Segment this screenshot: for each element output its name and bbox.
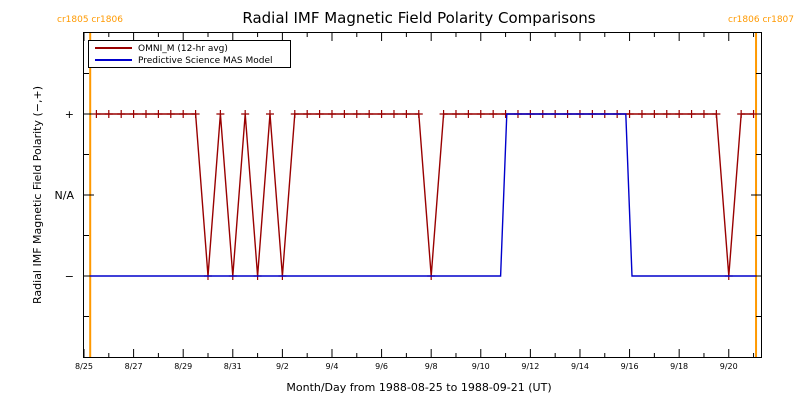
data-point [414, 110, 423, 118]
x-tick-label: 9/8 [425, 362, 438, 371]
x-tick-label: 8/25 [75, 362, 93, 371]
data-point [154, 110, 163, 118]
data-point [166, 110, 175, 118]
series-line-0 [96, 113, 754, 277]
data-point [117, 110, 126, 118]
data-point [712, 110, 721, 118]
carrington-label-right: cr1806 cr1807 [728, 15, 794, 25]
data-point [389, 110, 398, 118]
series-line-1 [90, 113, 756, 277]
plot-frame [83, 32, 762, 358]
y-axis-label: Radial IMF Magnetic Field Polarity (−,+) [31, 86, 44, 304]
chart-title: Radial IMF Magnetic Field Polarity Compa… [242, 9, 595, 27]
data-point [327, 110, 336, 118]
x-tick-label: 9/4 [326, 362, 339, 371]
x-tick-label: 8/31 [224, 362, 242, 371]
x-tick-label: 9/20 [720, 362, 738, 371]
data-point [662, 110, 671, 118]
data-point [365, 110, 374, 118]
data-point [290, 110, 299, 118]
x-tick-label: 9/10 [472, 362, 490, 371]
data-point [464, 110, 473, 118]
legend-box [88, 40, 291, 68]
data-point [104, 110, 113, 118]
data-point [451, 110, 460, 118]
x-tick-label: 9/6 [375, 362, 388, 371]
data-point [92, 110, 101, 118]
data-point [749, 110, 758, 118]
data-point [675, 110, 684, 118]
data-point [216, 110, 225, 118]
data-point [737, 110, 746, 118]
legend-label-mas: Predictive Science MAS Model [138, 56, 273, 66]
x-tick-label: 9/18 [670, 362, 688, 371]
data-point [179, 110, 188, 118]
legend: OMNI_M (12-hr avg) Predictive Science MA… [88, 40, 291, 68]
data-point [377, 110, 386, 118]
x-tick-label: 9/14 [571, 362, 589, 371]
data-point [489, 110, 498, 118]
data-point [687, 110, 696, 118]
data-point [315, 110, 324, 118]
x-tick-label: 8/29 [174, 362, 192, 371]
y-tick-label: + [65, 108, 74, 121]
legend-label-omni: OMNI_M (12-hr avg) [138, 44, 228, 54]
data-point [476, 110, 485, 118]
data-point [129, 110, 138, 118]
data-point [650, 110, 659, 118]
x-tick-label: 9/12 [521, 362, 539, 371]
carrington-label-left: cr1805 cr1806 [57, 15, 123, 25]
x-axis-label: Month/Day from 1988-08-25 to 1988-09-21 … [286, 381, 551, 394]
data-point [265, 110, 274, 118]
data-point [637, 110, 646, 118]
data-point [191, 110, 200, 118]
x-tick-label: 8/27 [125, 362, 143, 371]
data-point [141, 110, 150, 118]
y-tick-label: − [65, 270, 74, 283]
data-point [303, 110, 312, 118]
data-point [352, 110, 361, 118]
data-point [699, 110, 708, 118]
data-point [340, 110, 349, 118]
data-point [241, 110, 250, 118]
x-tick-label: 9/2 [276, 362, 289, 371]
data-point [625, 110, 634, 118]
y-tick-label: N/A [55, 189, 75, 202]
x-tick-label: 9/16 [621, 362, 639, 371]
data-point [439, 110, 448, 118]
data-point [402, 110, 411, 118]
